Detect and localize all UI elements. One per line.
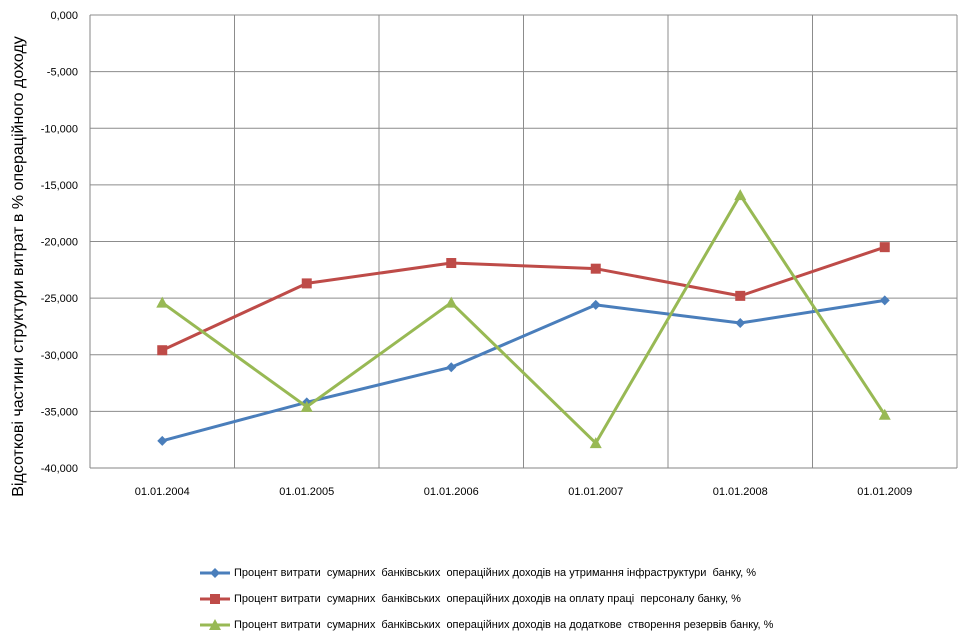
gridlines [89,14,958,469]
triangle-marker [878,408,891,420]
x-tick-label: 01.01.2006 [424,486,479,498]
triangle-marker [209,619,221,630]
diamond-marker [210,568,220,578]
legend-swatch [200,568,230,578]
y-tick-label: -35,000 [41,406,78,418]
y-tick-label: -25,000 [41,293,78,305]
series-lines [156,189,891,449]
series-line [161,298,885,443]
square-marker [879,242,890,253]
square-marker [157,345,168,356]
x-tick-label: 01.01.2008 [713,486,768,498]
series-3 [156,189,891,449]
y-tick-label: -10,000 [41,123,78,135]
x-axis-ticks: 01.01.2004 01.01.2005 01.01.2006 01.01.2007… [135,486,913,498]
legend-item: Процент витрати сумарних банківських опе… [198,612,898,638]
series-line [161,193,887,445]
series-line [161,245,886,352]
square-marker [301,278,312,289]
triangle-marker [300,400,313,412]
diamond-marker [157,435,168,446]
diamond-marker [735,318,746,329]
square-marker [446,258,457,269]
x-tick-label: 01.01.2005 [279,486,334,498]
x-tick-label: 01.01.2004 [135,486,190,498]
square-marker [590,263,601,274]
diamond-marker [446,362,457,373]
x-tick-label: 01.01.2009 [857,486,912,498]
y-tick-label: -30,000 [41,350,78,362]
legend-item: Процент витрати сумарних банківських опе… [198,586,898,612]
y-axis-label: Відсоткові частини структури витрат в % … [10,36,27,497]
square-marker [735,290,746,301]
triangle-marker [156,296,169,308]
legend: Процент витрати сумарних банківських опе… [198,560,898,638]
legend-label: Процент витрати сумарних банківських опе… [234,593,741,605]
legend-swatch [200,594,230,604]
x-tick-label: 01.01.2007 [568,486,623,498]
diamond-marker [879,295,890,306]
y-tick-label: -40,000 [41,463,78,475]
legend-swatch [200,619,230,630]
legend-label: Процент витрати сумарних банківських опе… [234,567,757,579]
diamond-marker [590,299,601,310]
y-tick-label: -20,000 [41,237,78,249]
triangle-marker [734,189,747,201]
square-marker [210,594,220,604]
legend-item: Процент витрати сумарних банківських опе… [198,560,898,586]
legend-label: Процент витрати сумарних банківських опе… [234,619,774,631]
y-tick-label: 0,000 [50,10,78,22]
series-2 [157,242,890,356]
y-axis-ticks: 0,000 -5,000 -10,000 -15,000 -20,000 -25,000 -… [41,10,78,475]
y-tick-label: -5,000 [47,67,78,79]
triangle-marker [445,296,458,308]
y-tick-label: -15,000 [41,180,78,192]
triangle-marker [589,437,602,449]
